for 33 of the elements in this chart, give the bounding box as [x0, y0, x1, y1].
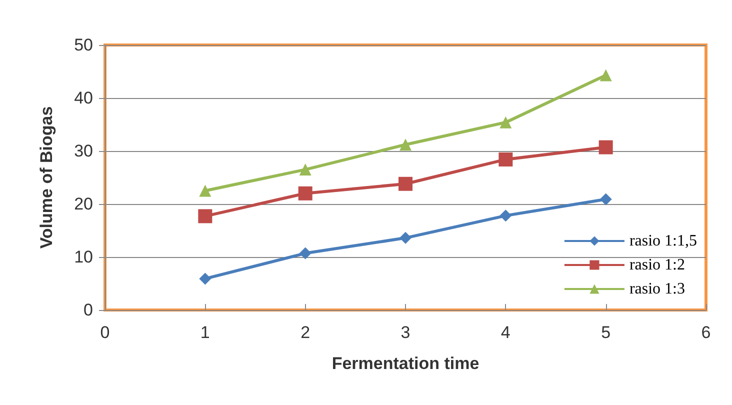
x-tick-label: 1 — [200, 323, 210, 342]
y-tick-label: 40 — [74, 88, 93, 108]
x-tick-label: 5 — [601, 323, 611, 342]
point — [600, 69, 612, 82]
x-tick-label: 6 — [701, 323, 711, 342]
point — [400, 138, 412, 151]
point — [398, 176, 412, 191]
y-tick-label: 0 — [84, 300, 93, 320]
y-tick-label: 30 — [74, 142, 93, 160]
x-tick-label: 0 — [100, 323, 110, 342]
x-tick-label: 3 — [400, 323, 410, 342]
y-tick-label: 20 — [74, 194, 93, 214]
x-tick-label: 2 — [300, 323, 310, 342]
point — [299, 247, 312, 260]
y-axis-title: Volume of Biogas — [37, 106, 56, 249]
point — [498, 152, 513, 166]
point — [600, 193, 612, 206]
point — [198, 209, 212, 224]
point — [299, 164, 312, 176]
point — [500, 210, 512, 222]
y-tick-label: 10 — [74, 248, 93, 266]
legend-label: rasio 1:2 — [629, 256, 685, 274]
point — [199, 272, 212, 285]
y-tick-label: 50 — [74, 36, 93, 54]
point — [500, 116, 512, 128]
point — [199, 184, 212, 197]
x-tick-label: 4 — [500, 323, 510, 342]
legend-label: rasio 1:3 — [629, 280, 685, 298]
x-axis-title: Fermentation time — [332, 354, 480, 373]
point — [400, 232, 412, 244]
point — [598, 140, 613, 154]
legend-label: rasio 1:1,5 — [629, 232, 697, 250]
point — [298, 186, 312, 200]
